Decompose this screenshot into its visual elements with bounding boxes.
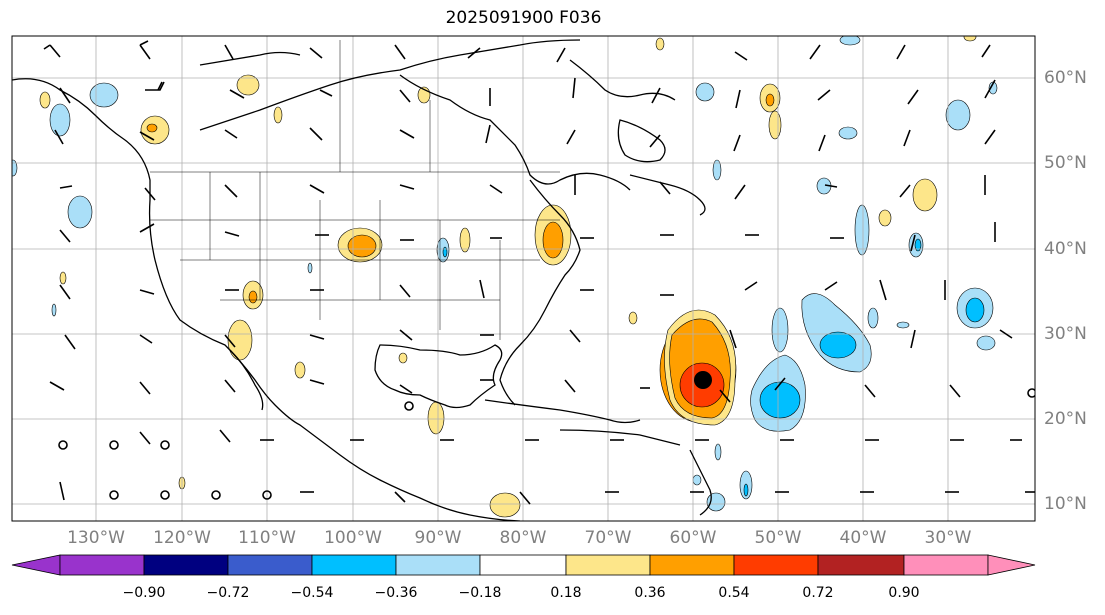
lon-label: 90°W xyxy=(414,528,462,548)
colorbar-tick-label: −0.72 xyxy=(206,585,250,601)
colorbar-tick-label: −0.36 xyxy=(374,585,418,601)
lon-label: 120°W xyxy=(153,528,211,548)
lon-label: 60°W xyxy=(669,528,717,548)
storm-center-marker xyxy=(694,371,712,389)
calm-circles xyxy=(58,388,1035,500)
colorbar-tick-label: −0.54 xyxy=(290,585,334,601)
colorbar-tick-label: 0.18 xyxy=(550,585,582,601)
lon-label: 100°W xyxy=(324,528,382,548)
lat-label: 20°N xyxy=(1044,409,1087,429)
lat-label: 30°N xyxy=(1044,324,1087,344)
lon-label: 110°W xyxy=(238,528,296,548)
colorbar xyxy=(11,554,1036,576)
colorbar-extend-max xyxy=(987,554,1036,576)
colorbar-tick-label: −0.18 xyxy=(458,585,502,601)
map-frame xyxy=(11,35,1036,522)
colorbar-tick-label: 0.72 xyxy=(802,585,834,601)
lon-label: 130°W xyxy=(67,528,125,548)
colorbar-tick-label: 0.54 xyxy=(718,585,750,601)
negative-contours xyxy=(12,36,998,512)
lon-label: 50°W xyxy=(754,528,802,548)
wind-barbs xyxy=(43,40,1035,505)
coastlines xyxy=(12,39,712,521)
lon-label: 40°W xyxy=(839,528,887,548)
plot-title: 2025091900 F036 xyxy=(445,8,602,28)
colorbar-tick-label: 0.90 xyxy=(888,585,920,601)
lat-label: 60°N xyxy=(1044,68,1087,88)
colorbar-extend-min xyxy=(11,554,61,576)
lon-label: 70°W xyxy=(584,528,632,548)
graticule xyxy=(12,36,1035,521)
lat-label: 40°N xyxy=(1044,239,1087,259)
map-background xyxy=(12,36,1035,521)
lon-label: 30°W xyxy=(924,528,972,548)
colorbar-tick-label: −0.90 xyxy=(122,585,166,601)
lon-label: 80°W xyxy=(499,528,547,548)
lat-label: 50°N xyxy=(1044,153,1087,173)
state-borders xyxy=(150,40,560,340)
colorbar-tick-label: 0.36 xyxy=(634,585,666,601)
lat-label: 10°N xyxy=(1044,494,1087,514)
